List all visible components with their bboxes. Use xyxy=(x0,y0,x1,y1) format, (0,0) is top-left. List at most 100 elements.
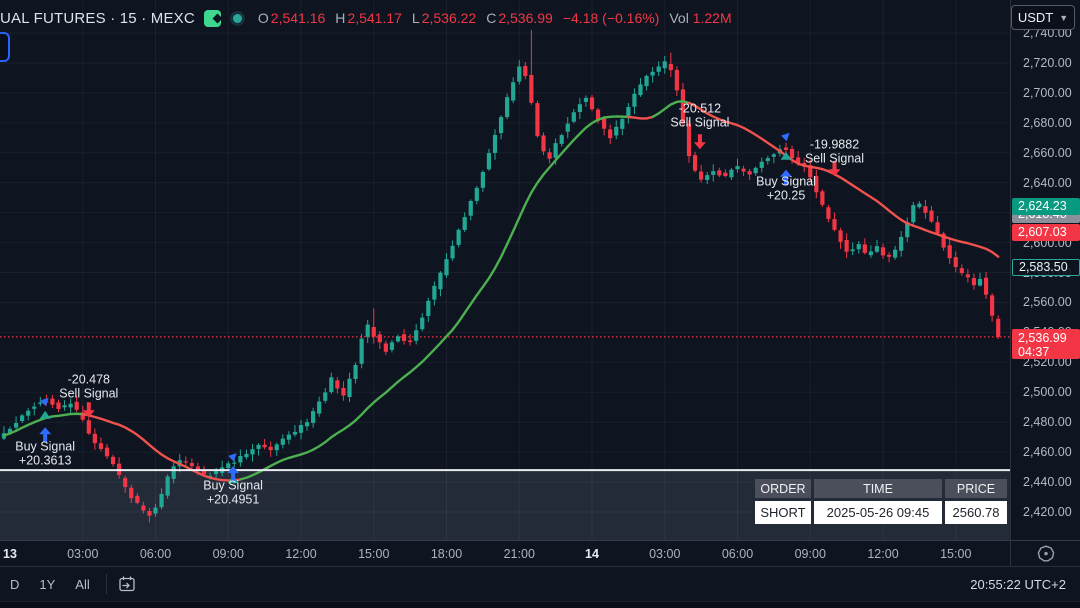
candle-body xyxy=(923,206,928,213)
candle-body xyxy=(92,433,97,444)
order-table-data-row: SHORT 2025-05-26 09:45 2560.78 xyxy=(755,501,1007,524)
time-tick-label: 21:00 xyxy=(503,547,535,561)
open-label: O xyxy=(257,10,269,26)
high-label: H xyxy=(335,10,346,26)
candle-body xyxy=(201,469,207,475)
candle-body xyxy=(68,403,73,408)
candle-body xyxy=(705,175,710,180)
time-axis[interactable]: 13 03:00 06:00 09:00 12:00 15:00 18:00 21:00 14 0… xyxy=(0,540,1010,566)
grid xyxy=(0,0,1010,540)
settings-icon[interactable] xyxy=(1036,544,1056,564)
candle-body xyxy=(426,300,431,317)
toolbar-divider xyxy=(105,574,107,594)
order-table-header-row: ORDER TIME PRICE xyxy=(755,479,1007,498)
candle-body xyxy=(183,461,188,463)
candle-body xyxy=(535,103,540,137)
time-tick-label: 14 xyxy=(585,547,599,561)
candle-body xyxy=(353,365,358,379)
candle-body xyxy=(517,66,522,82)
candle-body xyxy=(953,257,958,268)
candle-body xyxy=(965,274,970,278)
order-table-header-cell: PRICE xyxy=(945,479,1007,498)
low-value: 2,536.22 xyxy=(421,10,477,26)
open-value: 2,541.16 xyxy=(270,10,326,26)
candle-body xyxy=(674,69,679,91)
symbol-title[interactable]: UAL FUTURES · 15 · MEXC xyxy=(0,9,195,27)
candle-body xyxy=(789,148,795,159)
candle-body xyxy=(498,117,504,134)
chart-legend: UAL FUTURES · 15 · MEXC O 2,541.16 H 2,541… xyxy=(0,7,732,29)
candle-body xyxy=(802,162,807,166)
candle-body xyxy=(341,387,346,396)
clock[interactable]: 20:55:22 UTC+2 xyxy=(970,576,1066,592)
candle-body xyxy=(747,171,752,175)
order-table: ORDER TIME PRICE SHORT 2025-05-26 09:45 2560… xyxy=(755,479,1007,527)
candle-body xyxy=(862,244,867,253)
candle-body xyxy=(826,207,831,219)
candle-body xyxy=(383,343,388,352)
candle-body xyxy=(80,412,85,420)
order-table-cell: SHORT xyxy=(755,501,811,524)
candle-body xyxy=(595,109,601,121)
candle-body xyxy=(86,420,91,434)
candle-body xyxy=(868,251,873,256)
axis-corner xyxy=(1010,540,1080,566)
candle-body xyxy=(304,422,310,427)
signal-label: -19.9882 Sell Signal xyxy=(805,137,864,165)
time-tick-label: 15:00 xyxy=(940,547,972,561)
candle-body xyxy=(723,172,728,177)
candle-body xyxy=(765,158,770,162)
ohlc-values: O 2,541.16 H 2,541.17 L 2,536.22 C 2,536.99 … xyxy=(258,10,732,26)
candle-body xyxy=(104,447,110,457)
candle-body xyxy=(250,449,255,455)
close-value: 2,536.99 xyxy=(498,10,553,26)
sell-arrow-icon xyxy=(828,161,841,177)
range-button-d[interactable]: D xyxy=(2,573,27,596)
candle-body xyxy=(650,71,655,76)
candle-body xyxy=(62,405,67,408)
price-axis[interactable]: 2,740.00 2,720.00 2,700.00 2,680.00 2,660.00… xyxy=(1010,0,1080,566)
candle-body xyxy=(408,340,413,343)
currency-dropdown[interactable]: USDT ▼ xyxy=(1011,5,1075,30)
range-button-all[interactable]: All xyxy=(67,573,97,596)
candle-body xyxy=(741,168,746,172)
candle-body xyxy=(414,330,419,341)
price-tick-label: 2,720.00 xyxy=(1023,56,1072,70)
candle-body xyxy=(298,424,304,433)
candle-body xyxy=(468,200,473,216)
candle-body xyxy=(686,123,692,157)
candle-body xyxy=(311,411,316,423)
candle-body xyxy=(759,161,764,168)
candle-body xyxy=(783,147,789,150)
candle-body xyxy=(577,104,582,113)
candle-body xyxy=(377,334,382,343)
candle-body xyxy=(214,471,219,475)
signal-label: -20.478 Sell Signal xyxy=(59,372,118,400)
candle-body xyxy=(13,422,19,428)
candle-body xyxy=(589,97,595,110)
candle-body xyxy=(511,82,516,101)
time-tick-label: 18:00 xyxy=(430,547,463,561)
candle-body xyxy=(717,170,722,176)
candle-body xyxy=(983,277,989,295)
range-button-1y[interactable]: 1Y xyxy=(31,573,63,596)
candle-body xyxy=(365,324,370,337)
candle-body xyxy=(935,222,940,234)
candle-body xyxy=(850,249,855,252)
go-to-date-button[interactable] xyxy=(115,572,139,596)
price-tick-label: 2,420.00 xyxy=(1023,505,1072,519)
candle-body xyxy=(547,152,552,159)
buy-triangle-icon xyxy=(780,151,792,160)
candle-body xyxy=(711,171,716,175)
candle-body xyxy=(844,240,849,252)
candle-body xyxy=(456,229,461,245)
time-tick-label: 03:00 xyxy=(649,547,681,561)
candle-body xyxy=(420,317,425,330)
drawing-toolbar-fragment[interactable] xyxy=(0,32,10,62)
candle-body xyxy=(929,210,934,222)
candle-body xyxy=(286,434,291,440)
candle-body xyxy=(74,401,79,410)
candle-body xyxy=(959,268,964,274)
candle-body xyxy=(432,285,437,300)
chart-pane[interactable]: Buy Signal +20.3613 -20.478 Sell Signal Buy … xyxy=(0,0,1010,540)
